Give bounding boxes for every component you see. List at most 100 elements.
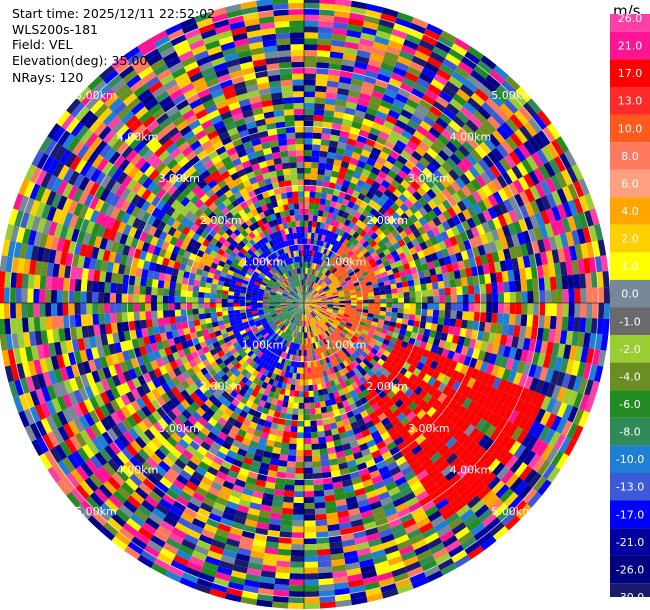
velocity-gate [333, 352, 340, 360]
velocity-gate [519, 401, 530, 416]
velocity-gate [358, 442, 369, 452]
velocity-gate [302, 332, 304, 339]
velocity-gate [317, 560, 332, 568]
velocity-gate [409, 303, 416, 309]
velocity-gate [33, 316, 41, 332]
velocity-gate [321, 317, 327, 323]
velocity-gate [470, 415, 482, 428]
velocity-gate [286, 191, 293, 199]
velocity-gate [526, 435, 539, 451]
velocity-gate [353, 319, 360, 325]
velocity-gate [345, 372, 353, 380]
velocity-gate [306, 307, 311, 314]
velocity-gate [296, 167, 304, 174]
velocity-gate [56, 303, 64, 316]
velocity-gate [419, 474, 432, 486]
velocity-gate [413, 339, 422, 348]
velocity-gate [304, 303, 310, 305]
velocity-gate [524, 403, 536, 418]
velocity-gate [353, 451, 363, 460]
velocity-gate [361, 312, 368, 317]
velocity-gate [318, 583, 335, 591]
velocity-gate [548, 355, 558, 370]
velocity-gate [431, 316, 439, 325]
velocity-gate [296, 449, 304, 457]
velocity-gate [371, 416, 381, 426]
velocity-gate [413, 376, 423, 386]
velocity-gate [304, 167, 312, 174]
velocity-gate [504, 437, 517, 452]
velocity-gate [600, 334, 609, 351]
velocity-gate [127, 284, 135, 295]
velocity-gate [162, 303, 169, 311]
velocity-gate [433, 303, 440, 311]
velocity-gate [316, 537, 330, 544]
velocity-gate [121, 293, 128, 303]
velocity-gate [320, 307, 327, 311]
velocity-gate [418, 389, 428, 400]
velocity-gate [315, 525, 328, 533]
velocity-gate [316, 383, 323, 391]
velocity-gate [318, 442, 327, 450]
velocity-gate [371, 549, 386, 559]
velocity-gate [296, 432, 304, 439]
velocity-gate [316, 335, 321, 342]
velocity-gate [370, 381, 379, 390]
velocity-gate [393, 421, 404, 432]
velocity-gate [508, 347, 517, 360]
velocity-gate [405, 496, 419, 508]
velocity-gate [351, 352, 359, 360]
velocity-gate [328, 335, 334, 342]
velocity-gate [209, 303, 216, 308]
velocity-gate [314, 307, 321, 311]
velocity-gate [333, 330, 339, 337]
velocity-gate [478, 508, 493, 523]
velocity-gate [384, 357, 393, 366]
velocity-gate [332, 345, 339, 353]
velocity-gate [357, 391, 365, 400]
velocity-gate [459, 327, 467, 338]
velocity-gate [291, 61, 304, 68]
velocity-gate [174, 289, 182, 297]
velocity-gate [298, 397, 304, 404]
velocity-gate [321, 133, 331, 141]
velocity-gate [116, 283, 123, 294]
velocity-gate [343, 313, 350, 318]
velocity-gate [396, 412, 407, 422]
velocity-gate [352, 482, 364, 491]
velocity-gate [317, 353, 323, 360]
velocity-gate [293, 361, 298, 368]
velocity-gate [378, 347, 386, 355]
velocity-gate [180, 309, 187, 316]
velocity-gate [332, 309, 339, 313]
velocity-gate [280, 525, 293, 533]
velocity-gate [98, 292, 105, 303]
velocity-gate [420, 315, 427, 323]
velocity-gate [513, 398, 525, 413]
velocity-gate [387, 341, 396, 349]
velocity-gate [293, 108, 304, 115]
velocity-gate [493, 502, 508, 518]
velocity-gate [324, 337, 330, 344]
velocity-gate [476, 531, 493, 546]
velocity-gate [491, 343, 500, 355]
velocity-gate [522, 338, 531, 351]
velocity-gate [444, 469, 458, 482]
velocity-gate [168, 309, 176, 318]
velocity-gate [312, 354, 317, 362]
velocity-gate [339, 394, 348, 402]
velocity-gate [186, 308, 193, 316]
velocity-gate [367, 369, 375, 378]
velocity-gate [314, 401, 321, 409]
velocity-gate [385, 311, 392, 317]
velocity-gate [337, 510, 350, 519]
velocity-gate [369, 324, 377, 331]
velocity-gate [307, 326, 311, 333]
velocity-gate [421, 559, 438, 572]
velocity-gate [476, 370, 486, 382]
velocity-gate [320, 309, 326, 313]
velocity-gate [326, 309, 333, 313]
velocity-gate [416, 549, 433, 561]
velocity-gate [375, 485, 388, 496]
velocity-gate [530, 327, 539, 340]
